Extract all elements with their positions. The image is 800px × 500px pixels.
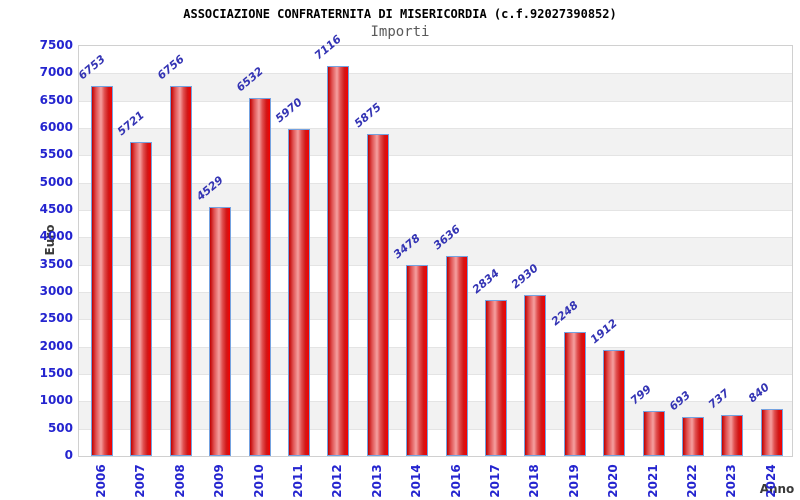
plot-band	[79, 374, 792, 402]
bar-2018	[524, 295, 547, 456]
plot-band	[79, 182, 792, 210]
gridline	[79, 73, 792, 75]
bar-2014	[406, 265, 429, 456]
x-axis-label-2024: 2024	[763, 464, 778, 498]
x-axis-label-2007: 2007	[133, 464, 148, 498]
y-axis-tick-label: 7000	[39, 65, 73, 80]
bar-2010	[248, 98, 271, 456]
bar-2020	[603, 350, 626, 456]
plot-band	[79, 210, 792, 238]
gridline	[79, 401, 792, 403]
plot-band	[79, 155, 792, 183]
bar-2023	[721, 415, 744, 456]
y-axis-tick-label: 0	[64, 448, 73, 462]
plot-band	[79, 292, 792, 320]
gridline	[79, 292, 792, 293]
y-axis-tick-label: 500	[47, 420, 73, 435]
bar-2008	[169, 86, 192, 456]
chart-subtitle: Importi	[370, 24, 430, 40]
y-axis-tick-label: 2500	[39, 311, 73, 326]
bar-2009	[209, 207, 232, 456]
y-axis-tick-label: 5500	[39, 147, 73, 162]
bar-2013	[366, 134, 389, 456]
gridline	[79, 100, 792, 102]
y-axis-tick-label: 7500	[39, 38, 73, 52]
bar-2017	[485, 300, 507, 456]
y-axis-tick-label: 6500	[39, 92, 73, 107]
plot-band	[79, 346, 792, 374]
x-axis-label-2009: 2009	[212, 464, 227, 498]
x-axis-label-2019: 2019	[566, 464, 581, 498]
plot-band	[79, 401, 792, 429]
x-axis-label-2006: 2006	[94, 464, 108, 498]
x-axis-label-2017: 2017	[488, 464, 502, 498]
gridline	[79, 182, 792, 184]
gridline	[79, 428, 792, 430]
bar-2011	[288, 129, 310, 456]
bar-2022	[682, 417, 704, 456]
x-axis-label-2013: 2013	[369, 464, 384, 498]
x-axis-label-2022: 2022	[685, 464, 699, 498]
plot-band	[79, 73, 792, 101]
y-axis-tick-label: 2000	[39, 338, 73, 353]
gridline	[79, 374, 792, 375]
gridline	[79, 346, 792, 348]
plot-band	[79, 264, 792, 292]
y-axis-tick-label: 6000	[39, 120, 73, 134]
bar-2006	[91, 86, 113, 456]
plot-band	[79, 428, 792, 456]
plot-band	[79, 128, 792, 156]
x-axis-label-2014: 2014	[409, 464, 424, 498]
x-axis-title: Anno	[759, 482, 795, 496]
bar-2024	[760, 409, 783, 456]
gridline	[79, 128, 792, 129]
x-axis-label-2012: 2012	[330, 464, 345, 498]
x-axis-label-2020: 2020	[606, 464, 621, 498]
plot-area: 6753 5721 6756 4529 6532 5970 7116 5875 3478 3636…	[76, 33, 793, 457]
bar-2021	[642, 411, 665, 456]
x-axis-label-2021: 2021	[645, 464, 660, 498]
plot-band	[79, 100, 792, 128]
chart-title: ASSOCIAZIONE CONFRATERNITA DI MISERICORD…	[183, 7, 617, 21]
x-axis-label-2008: 2008	[172, 464, 187, 498]
bar-2007	[130, 142, 153, 456]
y-axis-tick-label: 1000	[39, 393, 73, 408]
y-axis-tick-label: 4000	[39, 229, 73, 244]
gridline	[79, 319, 792, 321]
y-axis-tick-label: 3500	[39, 256, 73, 271]
plot-band	[79, 319, 792, 347]
gridline	[79, 210, 792, 211]
gridline	[79, 155, 792, 157]
x-axis-label-2011: 2011	[291, 464, 305, 498]
y-axis-tick-label: 4500	[39, 202, 73, 216]
x-axis-label-2016: 2016	[448, 464, 463, 498]
y-axis-tick-label: 5000	[39, 174, 73, 189]
plot-band	[79, 46, 792, 74]
x-axis-label-2023: 2023	[724, 464, 739, 498]
gridline	[79, 264, 792, 266]
gridline	[79, 237, 792, 239]
x-axis-label-2010: 2010	[251, 464, 266, 498]
plot-band	[79, 237, 792, 265]
bar-2019	[563, 332, 586, 456]
bar-2012	[327, 66, 350, 456]
bar-2016	[445, 256, 468, 456]
y-axis-tick-label: 1500	[39, 366, 73, 380]
y-axis-tick-label: 3000	[39, 284, 73, 298]
x-axis-label-2018: 2018	[527, 464, 542, 498]
